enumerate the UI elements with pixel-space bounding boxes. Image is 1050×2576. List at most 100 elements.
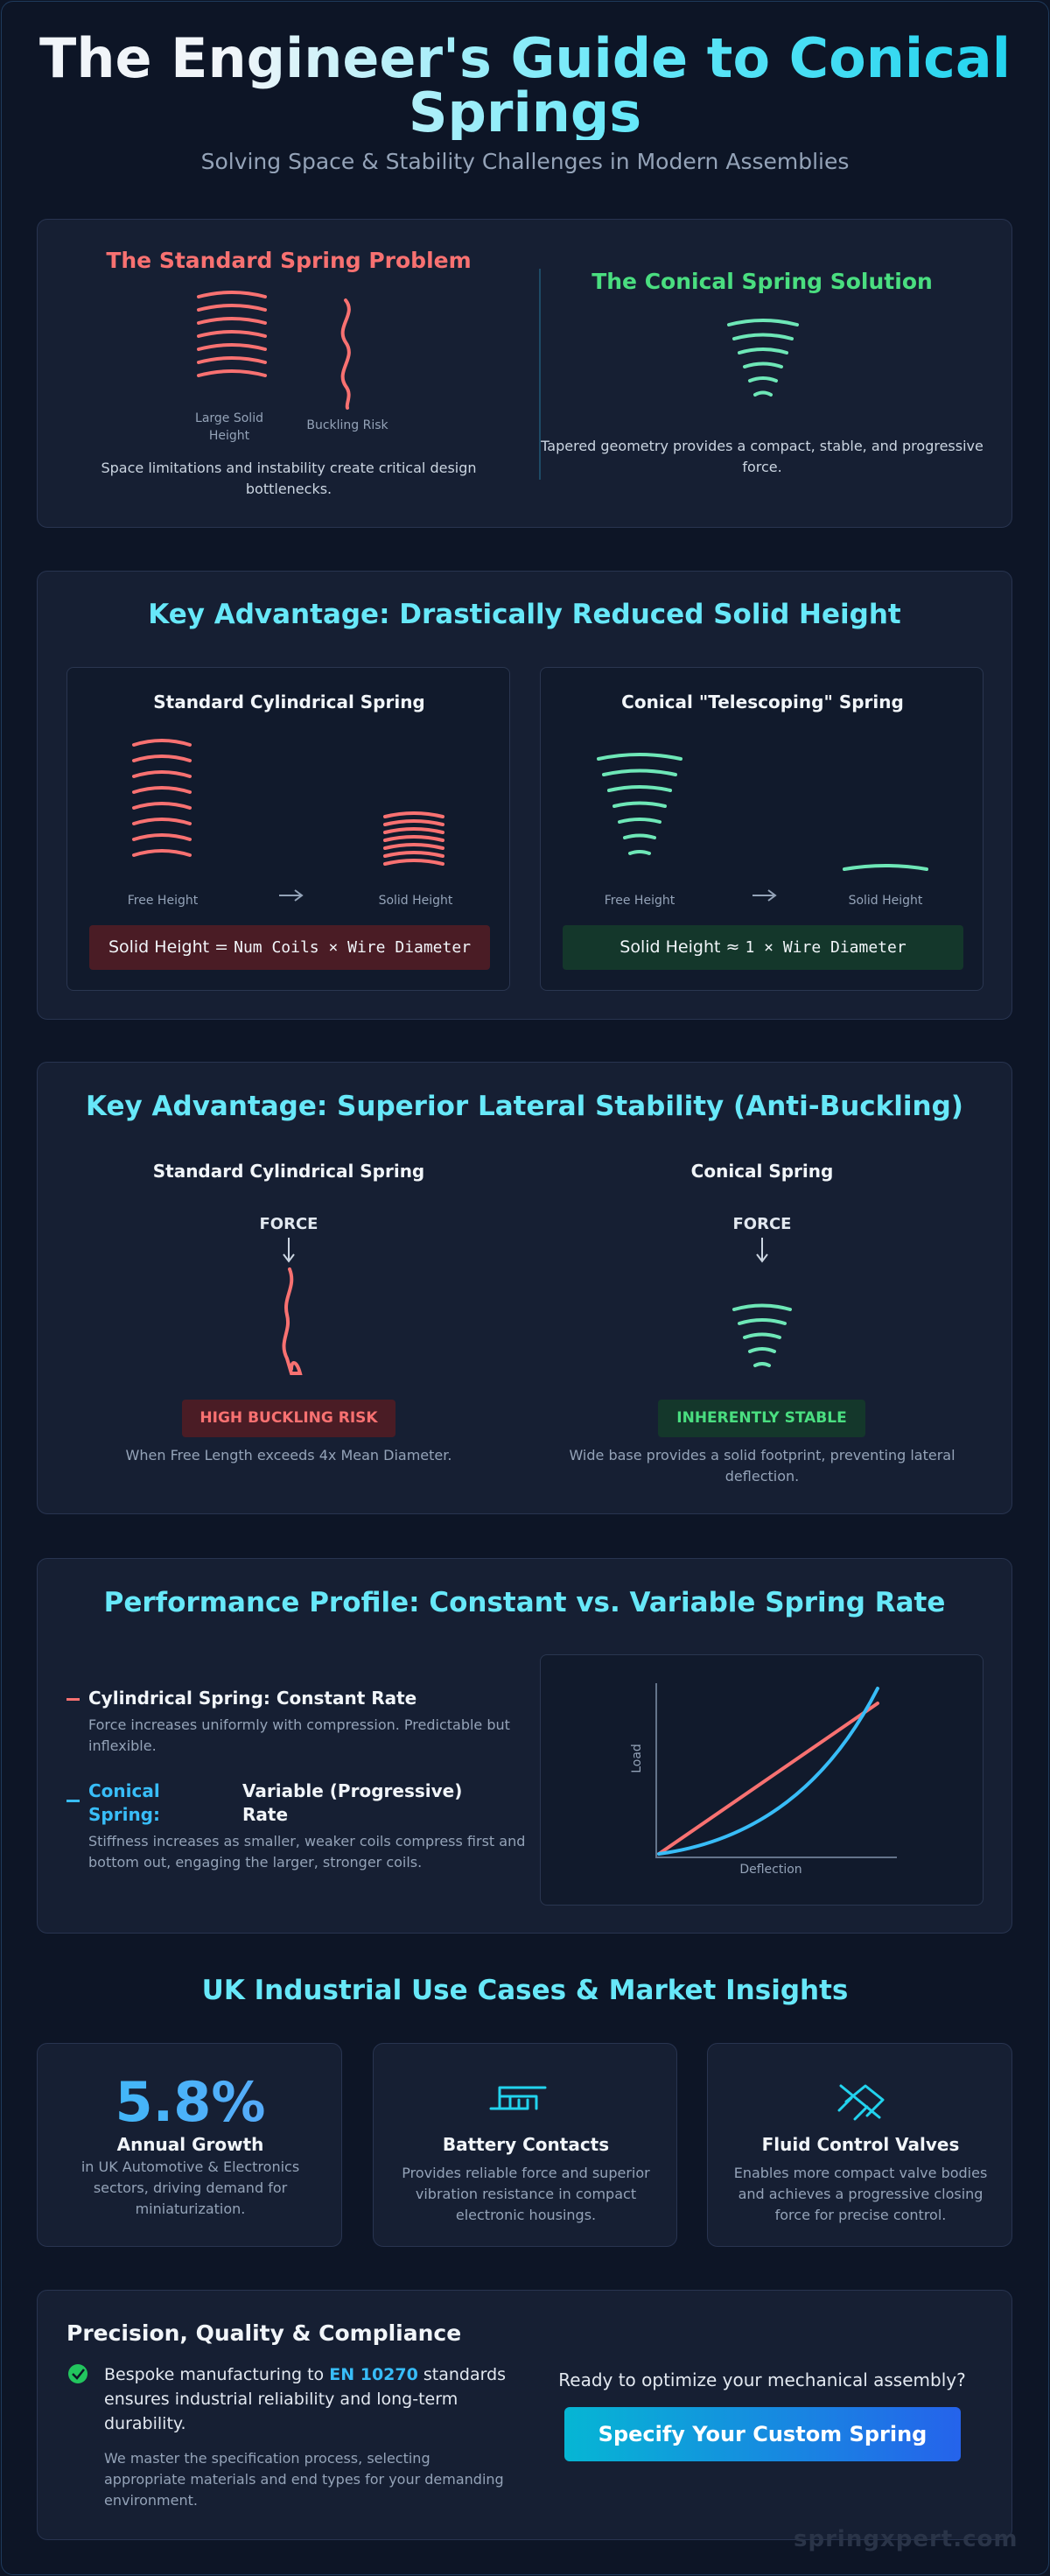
axes bbox=[655, 1683, 897, 1858]
card-text: Provides reliable force and superior vib… bbox=[402, 2165, 650, 2223]
y-axis-label: Load bbox=[630, 1744, 644, 1773]
icon bbox=[837, 2084, 885, 2121]
standard: EN 10270 bbox=[329, 2365, 418, 2384]
card-title: Annual Growth bbox=[116, 2134, 264, 2155]
coil bbox=[197, 291, 267, 298]
intro-icons bbox=[197, 269, 799, 480]
arrow bbox=[752, 889, 777, 902]
cylinder-icon bbox=[197, 291, 267, 377]
free-spring bbox=[597, 753, 682, 855]
legend-heading: Cylindrical Spring: Constant Rate bbox=[88, 1688, 526, 1709]
coil bbox=[197, 304, 267, 312]
force-arrow bbox=[756, 1238, 768, 1263]
free-spring bbox=[132, 739, 192, 857]
coil bbox=[132, 739, 192, 747]
solid-label: Solid Height bbox=[848, 894, 923, 908]
free-label: Free Height bbox=[604, 894, 676, 908]
formula: 1 × Wire Diameter bbox=[745, 938, 906, 957]
x-axis-label: Deflection bbox=[739, 1863, 802, 1877]
coil bbox=[197, 317, 267, 325]
card-title: Battery Contacts bbox=[442, 2134, 610, 2155]
problem-text: Space limitations and instability create… bbox=[101, 460, 477, 497]
rate-graph bbox=[655, 1683, 897, 1858]
coil bbox=[132, 818, 192, 825]
formula-box: Solid Height = Num Coils × Wire Diameter bbox=[89, 925, 490, 970]
coil bbox=[748, 376, 778, 383]
coil bbox=[753, 1362, 771, 1367]
coil bbox=[383, 811, 444, 818]
coil bbox=[612, 801, 667, 808]
cta-prompt: Ready to optimize your mechanical assemb… bbox=[558, 2369, 966, 2390]
check-icon bbox=[68, 2364, 88, 2383]
solid-spring bbox=[383, 811, 444, 866]
panel: Standard Cylindrical Spring Free Height … bbox=[66, 667, 510, 991]
section-title: UK Industrial Use Cases & Market Insight… bbox=[201, 1975, 849, 2006]
coil bbox=[607, 785, 672, 792]
constant-rate-line bbox=[657, 1702, 879, 1856]
coil bbox=[383, 843, 444, 850]
panel-title: Standard Cylindrical Spring bbox=[153, 691, 425, 712]
panel-icons bbox=[132, 739, 444, 902]
coil bbox=[197, 356, 267, 364]
legend-name: Conical Spring: bbox=[88, 1780, 160, 1825]
coil bbox=[383, 827, 444, 834]
section-title: Key Advantage: Superior Lateral Stabilit… bbox=[86, 1091, 963, 1122]
coil bbox=[197, 343, 267, 351]
solution-title: The Conical Spring Solution bbox=[592, 269, 933, 294]
legend-text: Stiffness increases as smaller, weaker c… bbox=[88, 1833, 526, 1871]
section-title: Performance Profile: Constant vs. Variab… bbox=[103, 1587, 946, 1618]
market-card: Battery Contacts Provides reliable force… bbox=[373, 2043, 677, 2247]
section-title: Key Advantage: Drastically Reduced Solid… bbox=[148, 599, 901, 630]
legend-name: Cylindrical Spring: bbox=[88, 1688, 270, 1709]
formula-box: Solid Height ≈ 1 × Wire Diameter bbox=[563, 925, 963, 970]
card-text: in UK Automotive & Electronics sectors, … bbox=[80, 2158, 300, 2217]
coil bbox=[618, 818, 662, 824]
page-title: The Engineer's Guide to Conical Springs bbox=[35, 32, 1015, 140]
coil bbox=[197, 330, 267, 338]
icon bbox=[489, 2086, 547, 2110]
text: standards ensures industrial reliability… bbox=[104, 2365, 507, 2433]
cta-button[interactable]: Specify Your Custom Spring bbox=[564, 2407, 961, 2461]
watermark: springxpert.com bbox=[794, 2526, 1018, 2552]
coil bbox=[738, 1318, 787, 1325]
coil bbox=[597, 753, 682, 761]
check-text: Bespoke manufacturing to EN 10270 standa… bbox=[104, 2362, 515, 2436]
formula-label: Solid Height = bbox=[108, 937, 229, 957]
coil bbox=[732, 333, 794, 340]
coil bbox=[727, 319, 799, 326]
formula-label: Solid Height ≈ bbox=[620, 937, 740, 957]
card-title: Fluid Control Valves bbox=[761, 2134, 960, 2155]
stable-badge: INHERENTLY STABLE bbox=[658, 1400, 865, 1437]
battery-icon bbox=[489, 2086, 547, 2110]
solid-label: Solid Height bbox=[378, 894, 453, 908]
coil bbox=[743, 361, 783, 369]
coil bbox=[383, 851, 444, 858]
solid-spring bbox=[843, 864, 928, 871]
coil bbox=[743, 1332, 781, 1339]
check-circle bbox=[68, 2364, 88, 2383]
rate-card: Performance Profile: Constant vs. Variab… bbox=[37, 1558, 1012, 1934]
force-arrow bbox=[283, 1238, 295, 1263]
coil bbox=[132, 755, 192, 762]
coil bbox=[623, 833, 656, 839]
panel-text: When Free Length exceeds 4x Mean Diamete… bbox=[125, 1447, 452, 1463]
panel-title: Conical "Telescoping" Spring bbox=[621, 691, 904, 712]
legend-rate: Variable (Progressive) Rate bbox=[242, 1780, 463, 1825]
solution-text: Tapered geometry provides a compact, sta… bbox=[541, 438, 984, 475]
text: Bespoke manufacturing to bbox=[104, 2365, 325, 2384]
valve-icon bbox=[837, 2084, 885, 2121]
graph-panel: Load Deflection bbox=[540, 1654, 984, 1906]
progressive-rate-curve bbox=[657, 1687, 879, 1856]
panel-icons bbox=[597, 753, 928, 902]
legend-text: Force increases uniformly with compressi… bbox=[88, 1716, 510, 1754]
solid-height-card: Key Advantage: Drastically Reduced Solid… bbox=[37, 571, 1012, 1020]
panel-text: Wide base provides a solid footprint, pr… bbox=[569, 1447, 956, 1485]
stability-card: Key Advantage: Superior Lateral Stabilit… bbox=[37, 1062, 1012, 1514]
card-text: Enables more compact valve bodies and ac… bbox=[733, 2165, 988, 2223]
legend-swatch bbox=[66, 1698, 80, 1701]
compliance-card: Precision, Quality & Compliance Bespoke … bbox=[37, 2290, 1012, 2540]
intro-card: The Standard Spring Problem Large Solid … bbox=[37, 219, 1012, 528]
